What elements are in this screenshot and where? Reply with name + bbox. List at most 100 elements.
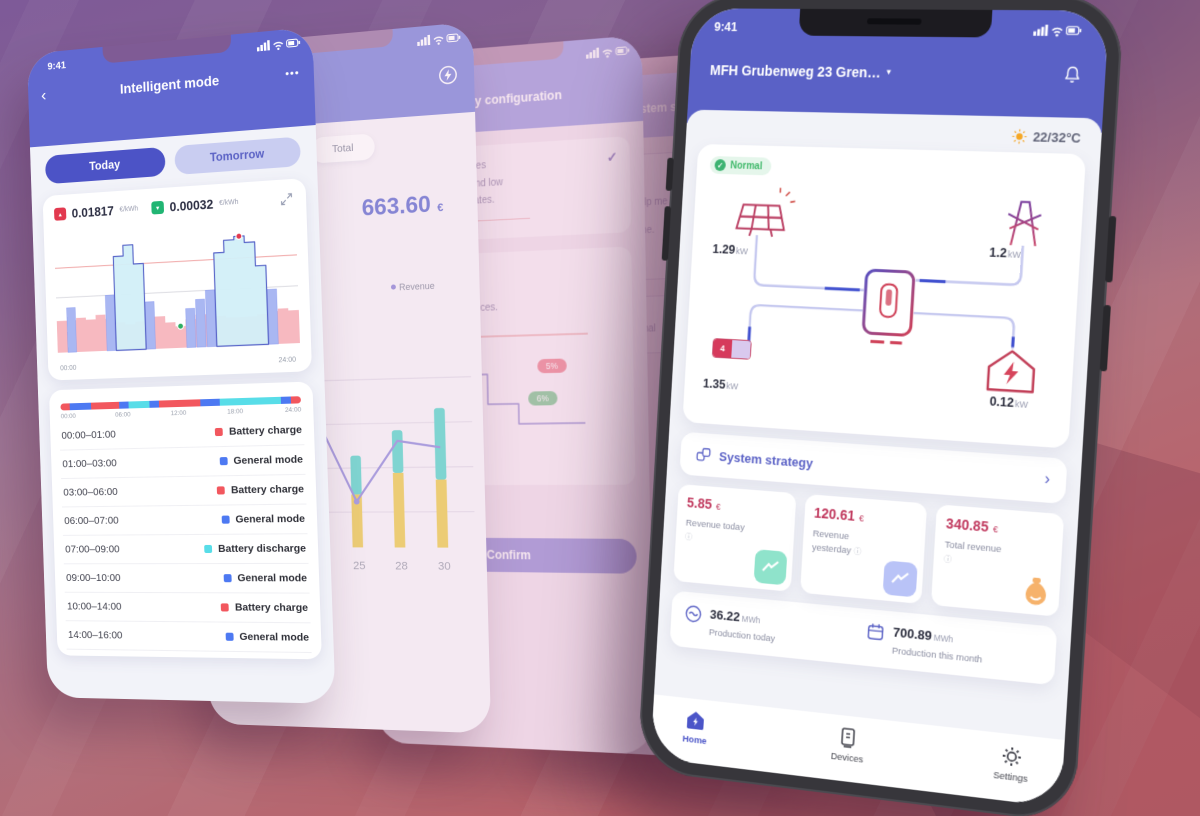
timeline-segment [149,400,160,408]
trend-icon [882,560,919,598]
schedule-time: 09:00–10:00 [65,572,121,585]
grid-power-label: 1.2kW [989,245,1022,261]
mode-chip [225,632,234,641]
schedule-mode: General mode [235,512,306,526]
schedule-row[interactable]: 09:00–10:00 General mode [63,563,310,594]
back-button[interactable]: ‹ [40,85,47,105]
legend-revenue: Revenue [398,280,435,293]
status-icons [1033,23,1082,37]
mode-chip [217,486,226,495]
revenue-yesterday-card[interactable]: 120.61 € Revenue yesterday ⓘ [799,493,928,605]
min-price-icon: ▾ [151,200,165,215]
schedule-mode: General mode [233,453,304,467]
schedule-mode: General mode [237,572,308,585]
production-card: 36.22MWh Production today 700.89MWh Prod… [669,590,1058,686]
svg-text:00:00: 00:00 [60,365,77,373]
nav-devices[interactable]: Devices [830,724,865,766]
timeline-segment [60,403,70,411]
energy-flow-diagram [694,177,1095,441]
timeline-segment [280,396,292,404]
tab-total[interactable]: Total [310,133,376,164]
schedule-list: 00:00–01:00 Battery charge 01:00–03:00 Gene… [59,415,312,654]
battery-power-label: 1.35kW [702,376,739,392]
total-revenue-card[interactable]: 340.85 € Total revenue ⓘ [931,504,1065,617]
schedule-time: 07:00–09:00 [65,543,120,556]
mode-chip [204,544,213,554]
schedule-row[interactable]: 01:00–03:00 General mode [60,445,306,480]
schedule-row[interactable]: 06:00–07:00 General mode [61,504,308,536]
timeline-segment [90,401,119,410]
schedule-row[interactable]: 07:00–09:00 Battery discharge [62,534,309,565]
home-load-icon [988,350,1035,392]
menu-dots-icon[interactable]: ••• [284,66,300,81]
schedule-mode: Battery charge [228,423,303,438]
schedule-mode: Battery discharge [217,542,307,555]
phone-intelligent-mode: 9:41 ‹ Intelligent mode ••• Today Tomorr… [26,26,336,704]
timeline-segment [199,398,220,407]
status-time: 9:41 [47,60,67,73]
min-price-value: 0.00032 [169,196,214,214]
solar-panel-icon [736,186,796,237]
phone-home-dashboard: 9:41 MFH Grubenweg 23 Gren… ▾ 22/32°C ✓ [637,0,1125,816]
production-month: 700.89MWh Production this month [865,621,1043,672]
house-power-label: 0.12kW [989,394,1029,411]
chevron-down-icon: ▾ [886,66,892,77]
mode-chip [221,603,230,612]
timeline-segment [290,396,302,404]
schedule-row[interactable]: 03:00–06:00 Battery charge [61,474,307,508]
info-icon[interactable]: ⓘ [684,532,693,542]
notch [798,8,993,38]
schedule-card: 00:00 06:00 12:00 18:00 24:00 00:00–01:0… [48,381,322,660]
svg-text:6%: 6% [537,394,550,404]
solar-power-label: 1.29kW [712,242,749,257]
schedule-mode: General mode [239,630,310,644]
gear-icon [999,743,1025,770]
nav-settings[interactable]: Settings [993,742,1030,785]
home-icon [686,710,705,731]
chevron-right-icon: › [1043,470,1051,489]
battery-icon: 4 [711,338,752,360]
revenue-today-card[interactable]: 5.85 € Revenue today ⓘ [673,484,797,592]
expand-icon[interactable] [279,191,295,207]
money-bag-icon [1018,572,1055,610]
schedule-row[interactable]: 14:00–16:00 General mode [65,621,312,654]
strategy-label: System strategy [718,448,814,471]
trend-icon [753,549,788,586]
schedule-mode: Battery charge [234,601,309,615]
schedule-time: 10:00–14:00 [66,600,122,613]
bell-icon[interactable] [1062,64,1084,86]
schedule-time: 14:00–16:00 [67,629,123,642]
price-chart-card: ▴ 0.01817 €/kWh ▾ 0.00032 €/kWh 00:00 24:… [42,178,313,381]
schedule-row[interactable]: 10:00–14:00 Battery charge [64,592,311,624]
mode-chip [215,427,224,437]
svg-text:30: 30 [438,560,451,573]
site-selector[interactable]: MFH Grubenweg 23 Gren… [709,61,882,81]
svg-text:28: 28 [395,560,408,573]
screen: 9:41 MFH Grubenweg 23 Gren… ▾ 22/32°C ✓ [650,8,1110,808]
schedule-time: 03:00–06:00 [63,486,118,499]
max-price-value: 0.01817 [71,203,115,221]
schedule-time: 06:00–07:00 [64,514,119,528]
schedule-time: 01:00–03:00 [62,457,117,471]
inverter-icon [863,270,914,344]
tab-today[interactable]: Today [44,146,166,185]
production-circle-icon [684,603,703,624]
timeline-segment [69,402,91,411]
tab-tomorrow[interactable]: Tomorrow [174,136,301,176]
mode-chip [221,515,230,524]
calendar-icon [865,621,885,643]
check-icon: ✓ [714,159,727,172]
strategy-icon [695,445,713,464]
home-body: 22/32°C ✓ Normal [650,109,1103,808]
info-icon[interactable]: ⓘ [853,546,862,557]
day-tabs: Today Tomorrow [44,136,301,185]
energy-flow-card: ✓ Normal [682,143,1087,449]
nav-home[interactable]: Home [682,707,708,747]
info-icon[interactable]: ⓘ [943,554,953,564]
check-icon: ✓ [606,149,618,166]
energy-bolt-icon[interactable] [438,64,459,86]
status-badge: ✓ Normal [709,156,773,176]
schedule-mode: Battery charge [230,483,305,497]
schedule-time: 00:00–01:00 [61,428,117,442]
